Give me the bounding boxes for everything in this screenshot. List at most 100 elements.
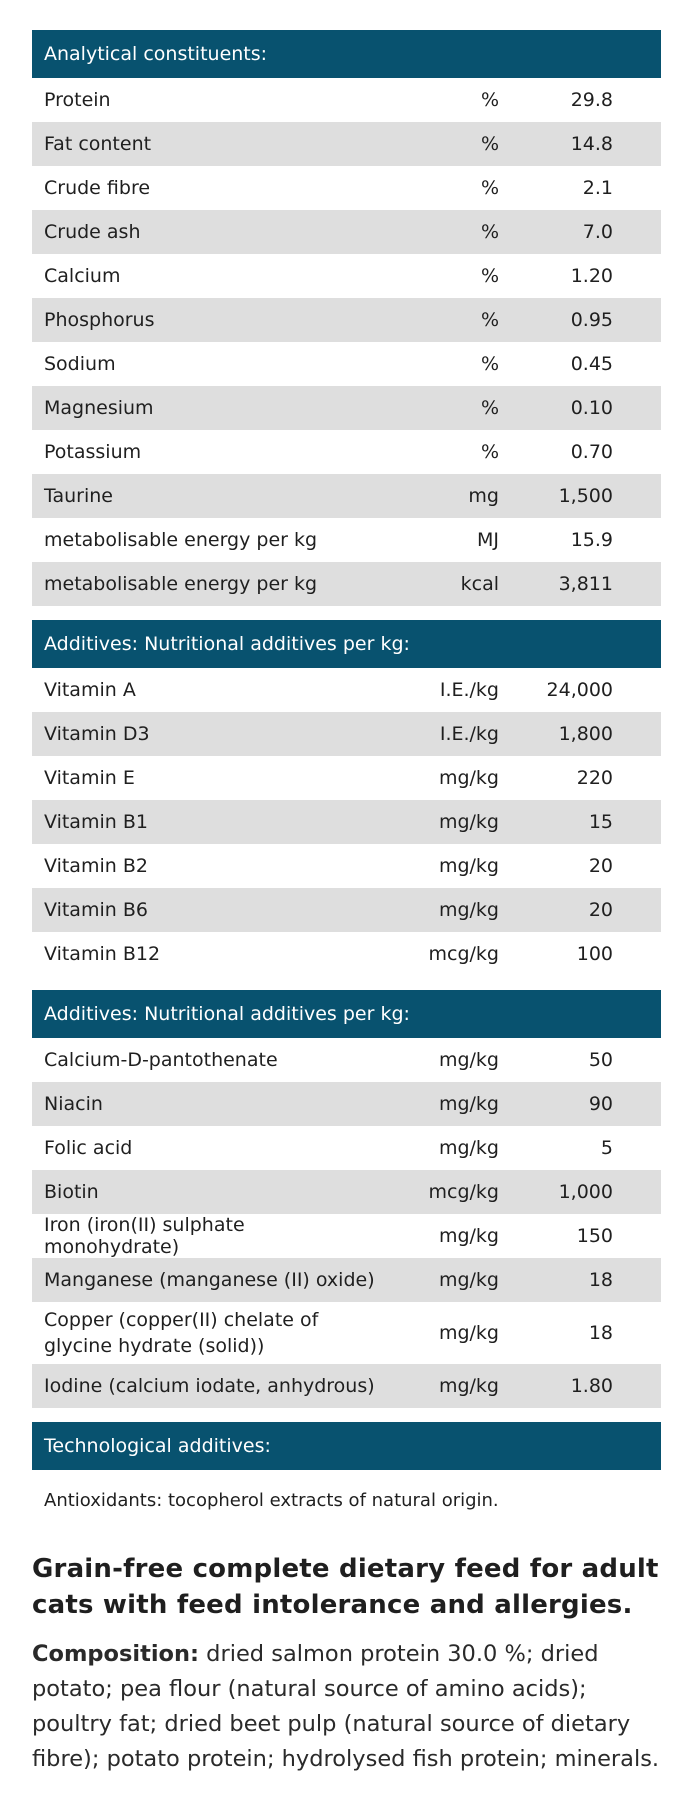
row-unit: mg/kg — [379, 1258, 499, 1302]
row-value: 0.70 — [570, 441, 613, 463]
row-name: Calcium — [44, 265, 121, 287]
row-value: 220 — [576, 767, 613, 789]
row-name: Potassium — [44, 441, 142, 463]
composition-text: dried salmon protein 30.0 %; dried potat… — [32, 1641, 660, 1772]
row-unit: mg — [379, 474, 499, 518]
row-name: Vitamin B2 — [44, 855, 148, 877]
row-name: Protein — [44, 89, 111, 111]
row-name: Vitamin E — [44, 767, 135, 789]
table-row: metabolisable energy per kg MJ 15.9 — [32, 518, 661, 562]
row-unit: mg/kg — [438, 767, 499, 789]
row-value: 20 — [588, 855, 613, 877]
row-name: Calcium-D-pantothenate — [44, 1049, 278, 1071]
table-row: Protein% 29.8 — [32, 78, 661, 122]
row-unit: I.E./kg — [379, 712, 499, 756]
table-row: Iodine (calcium iodate, anhydrous) mg/kg 1… — [32, 1364, 661, 1408]
table-row: Fat content% 14.8 — [32, 122, 661, 166]
table-row: Vitamin B1 mg/kg 15 — [32, 800, 661, 844]
table-row: Biotin mcg/kg 1,000 — [32, 1170, 661, 1214]
row-unit: mg/kg — [379, 1082, 499, 1126]
vitamins-section: Additives: Nutritional additives per kg:… — [32, 620, 661, 976]
row-name: Vitamin B12 — [44, 943, 161, 965]
row-value: 29.8 — [570, 89, 613, 111]
table-row: Copper (copper(II) chelate of glycine hy… — [32, 1302, 661, 1364]
row-name: Vitamin D3 — [32, 712, 379, 756]
row-value: 15.9 — [570, 529, 613, 551]
section-header: Additives: Nutritional additives per kg: — [32, 990, 661, 1038]
row-unit: mg/kg — [379, 888, 499, 932]
table-row: Calcium-D-pantothenate mg/kg 50 — [32, 1038, 661, 1082]
row-name: Phosphorus — [32, 298, 379, 342]
row-value: 0.10 — [499, 386, 661, 430]
row-value: 0.95 — [499, 298, 661, 342]
row-value: 18 — [499, 1258, 661, 1302]
vitamins-table: Vitamin A I.E./kg 24,000 Vitamin D3 I.E./kg… — [32, 668, 661, 976]
row-name: metabolisable energy per kg — [44, 529, 318, 551]
row-unit: % — [379, 298, 499, 342]
row-name: Crude ash — [32, 210, 379, 254]
row-value: 1,500 — [499, 474, 661, 518]
table-row: Vitamin B12 mcg/kg 100 — [32, 932, 661, 976]
row-unit: % — [379, 122, 499, 166]
table-row: Phosphorus% 0.95 — [32, 298, 661, 342]
row-unit: mcg/kg — [379, 1170, 499, 1214]
row-name: Niacin — [32, 1082, 379, 1126]
row-unit: % — [379, 386, 499, 430]
row-name: Vitamin B6 — [32, 888, 379, 932]
row-unit: mg/kg — [438, 855, 499, 877]
row-value: 24,000 — [546, 679, 613, 701]
row-unit: mg/kg — [438, 1137, 499, 1159]
row-value: 1,800 — [499, 712, 661, 756]
table-row: Sodium% 0.45 — [32, 342, 661, 386]
row-value: 7.0 — [499, 210, 661, 254]
row-name: Vitamin B1 — [32, 800, 379, 844]
table-row: Manganese (manganese (II) oxide) mg/kg 18 — [32, 1258, 661, 1302]
row-name: Manganese (manganese (II) oxide) — [32, 1258, 379, 1302]
table-row: Niacin mg/kg 90 — [32, 1082, 661, 1126]
row-unit: % — [480, 177, 499, 199]
row-name: Magnesium — [32, 386, 379, 430]
row-name: Vitamin A — [44, 679, 136, 701]
table-row: Iron (iron(II) sulphate monohydrate) mg/k… — [32, 1214, 661, 1258]
row-name: Crude fibre — [44, 177, 151, 199]
row-value: 5 — [600, 1137, 613, 1159]
row-unit: mg/kg — [379, 800, 499, 844]
row-value: 100 — [576, 943, 613, 965]
row-unit: kcal — [379, 562, 499, 606]
row-name: Iodine (calcium iodate, anhydrous) — [32, 1364, 379, 1408]
row-unit: % — [480, 353, 499, 375]
row-value: 1.20 — [570, 265, 613, 287]
table-row: Taurine mg 1,500 — [32, 474, 661, 518]
table-row: Vitamin D3 I.E./kg 1,800 — [32, 712, 661, 756]
row-unit: % — [480, 89, 499, 111]
row-name: Iron (iron(II) sulphate monohydrate) — [44, 1214, 245, 1258]
table-row: Folic acid mg/kg 5 — [32, 1126, 661, 1170]
row-name: Copper (copper(II) chelate of glycine hy… — [44, 1309, 319, 1357]
row-name: Fat content — [32, 122, 379, 166]
table-row: Vitamin E mg/kg 220 — [32, 756, 661, 800]
row-value: 20 — [499, 888, 661, 932]
table-row: Calcium% 1.20 — [32, 254, 661, 298]
section-header: Analytical constituents: — [32, 30, 661, 78]
row-unit: mg/kg — [438, 1322, 499, 1344]
trace-elements-section: Additives: Nutritional additives per kg:… — [32, 990, 661, 1408]
row-name: Sodium — [44, 353, 116, 375]
composition-label: Composition: — [32, 1641, 200, 1667]
row-value: 0.45 — [570, 353, 613, 375]
row-name: Taurine — [32, 474, 379, 518]
row-unit: mg/kg — [438, 1049, 499, 1071]
table-row: Vitamin B2 mg/kg 20 — [32, 844, 661, 888]
section-header: Technological additives: — [32, 1422, 661, 1470]
row-unit: % — [379, 210, 499, 254]
row-unit: % — [480, 265, 499, 287]
row-name: metabolisable energy per kg — [32, 562, 379, 606]
row-unit: mcg/kg — [428, 943, 499, 965]
row-unit: mg/kg — [379, 1364, 499, 1408]
table-row: Vitamin B6 mg/kg 20 — [32, 888, 661, 932]
row-value: 2.1 — [582, 177, 613, 199]
row-unit: % — [480, 441, 499, 463]
row-value: 15 — [499, 800, 661, 844]
table-row: Crude ash% 7.0 — [32, 210, 661, 254]
row-unit: mg/kg — [438, 1225, 499, 1247]
